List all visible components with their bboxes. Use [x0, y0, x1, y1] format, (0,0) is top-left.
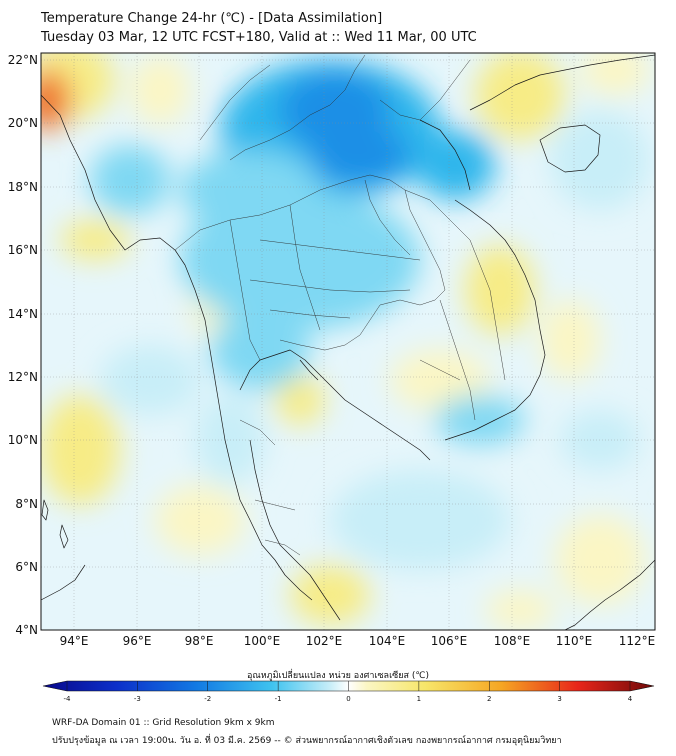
- colorbar-tick-label: -1: [275, 695, 282, 703]
- footer-credit: ปรับปรุงข้อมูล ณ เวลา 19:00น. วัน อ. ที่…: [52, 736, 562, 746]
- lat-label: 16°N: [8, 243, 38, 257]
- temperature-field: [41, 53, 655, 630]
- lat-label: 10°N: [8, 433, 38, 447]
- lon-label: 102°E: [306, 634, 343, 648]
- lon-label: 94°E: [60, 634, 89, 648]
- map-frame: [40, 52, 656, 631]
- lat-label: 8°N: [15, 497, 38, 511]
- longitude-labels: 94°E 96°E 98°E 100°E 102°E 104°E 106°E 1…: [60, 634, 656, 648]
- colorbar-tick-label: -4: [64, 695, 72, 703]
- colorbar-tick-label: 4: [628, 695, 633, 703]
- colorbar-tick-label: -3: [134, 695, 141, 703]
- coastlines: [41, 54, 655, 630]
- lat-label: 12°N: [8, 370, 38, 384]
- graticule: [41, 53, 655, 630]
- colorbar-title: อุณหภูมิเปลี่ยนแปลง หน่วย องศาเซลเซียส (…: [246, 671, 430, 681]
- lon-label: 104°E: [369, 634, 406, 648]
- colorbar-ticks: -4 -3 -2 -1 0 1 2 3 4: [64, 681, 633, 703]
- lat-label: 22°N: [8, 53, 38, 67]
- lat-label: 20°N: [8, 116, 38, 130]
- map-subtitle: Tuesday 03 Mar, 12 UTC FCST+180, Valid a…: [41, 30, 477, 45]
- lat-label: 14°N: [8, 307, 38, 321]
- lat-label: 18°N: [8, 180, 38, 194]
- footer-model-info: WRF-DA Domain 01 :: Grid Resolution 9km …: [52, 718, 275, 728]
- colorbar-tick-label: -2: [204, 695, 211, 703]
- latitude-labels: 22°N 20°N 18°N 16°N 14°N 12°N 10°N 8°N 6…: [8, 53, 38, 637]
- colorbar-tick-label: 3: [557, 695, 561, 703]
- colorbar: -4 -3 -2 -1 0 1 2 3 4: [42, 680, 655, 703]
- colorbar-tick-label: 0: [346, 695, 350, 703]
- lon-label: 108°E: [494, 634, 531, 648]
- lon-label: 96°E: [123, 634, 152, 648]
- province-borders: [174, 54, 506, 556]
- lat-label: 4°N: [15, 623, 38, 637]
- lon-label: 112°E: [619, 634, 656, 648]
- lon-label: 98°E: [185, 634, 214, 648]
- map-title: Temperature Change 24-hr (℃) - [Data Ass…: [41, 11, 383, 26]
- lon-label: 110°E: [556, 634, 593, 648]
- lon-label: 100°E: [244, 634, 281, 648]
- colorbar-tick-label: 1: [417, 695, 421, 703]
- lon-label: 106°E: [431, 634, 468, 648]
- colorbar-tick-label: 2: [487, 695, 491, 703]
- lat-label: 6°N: [15, 560, 38, 574]
